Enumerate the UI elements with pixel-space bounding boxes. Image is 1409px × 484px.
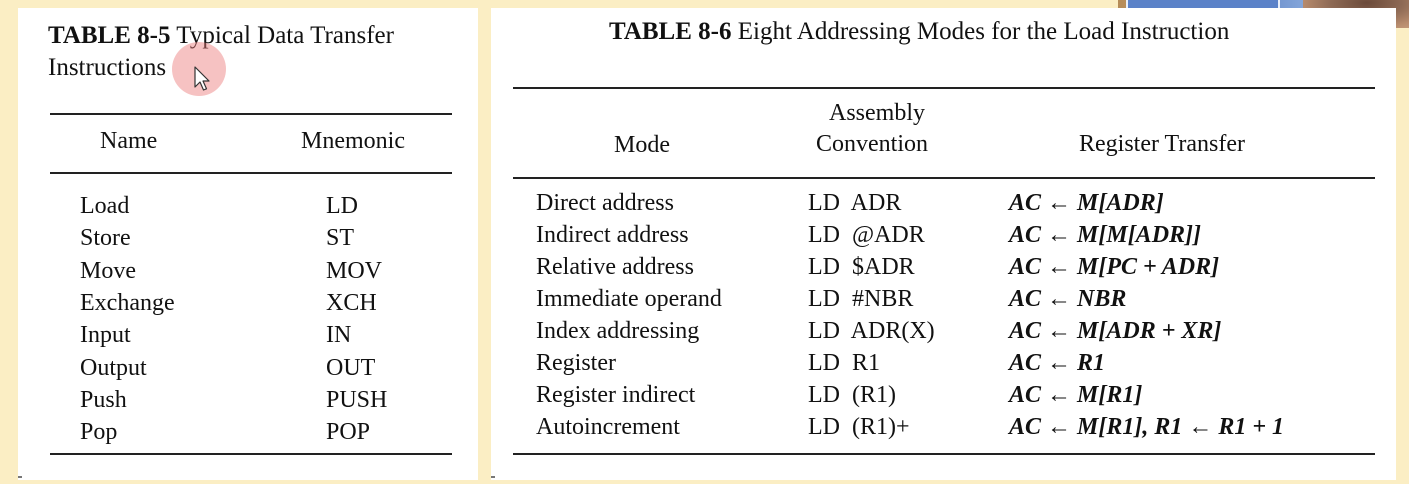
top-rule xyxy=(50,113,452,115)
row-mode: Register indirect xyxy=(536,382,696,408)
row-mode: Indirect address xyxy=(536,222,689,248)
row-mnemonic: MOV xyxy=(326,257,383,284)
table-8-6-label: TABLE 8-6 xyxy=(609,18,732,45)
row-name: Load xyxy=(80,193,130,219)
row-assembly: LD R1 xyxy=(808,350,880,376)
row-name: Exchange xyxy=(80,289,175,316)
header-mode: Mode xyxy=(614,132,670,158)
row-register-transfer: AC ← M[PC + ADR] xyxy=(1009,254,1220,280)
row-mnemonic: XCH xyxy=(326,289,377,316)
header-assembly-line1: Assembly xyxy=(829,100,925,126)
row-mode: Immediate operand xyxy=(536,286,722,312)
table-8-6-panel: TABLE 8-6 Eight Addressing Modes for the… xyxy=(491,8,1396,480)
row-name: Store xyxy=(80,225,131,252)
row-assembly: LD $ADR xyxy=(808,254,915,280)
row-assembly: LD ADR(X) xyxy=(808,318,935,344)
row-register-transfer: AC ← NBR xyxy=(1009,286,1127,312)
table-8-5-label: TABLE 8-5 xyxy=(48,22,171,49)
row-register-transfer: AC ← M[M[ADR]] xyxy=(1009,222,1202,248)
row-assembly: LD @ADR xyxy=(808,222,925,248)
row-register-transfer: AC ← M[ADR] xyxy=(1009,190,1164,216)
row-name: Move xyxy=(80,257,136,284)
table-8-5-title: Typical Data Transfer xyxy=(176,22,394,49)
row-mode: Autoincrement xyxy=(536,414,680,440)
bottom-rule xyxy=(50,453,452,455)
row-mnemonic: POP xyxy=(326,419,371,446)
tick-mark xyxy=(491,476,495,478)
row-register-transfer: AC ← M[R1] xyxy=(1009,382,1143,408)
table-8-5-panel: TABLE 8-5 Typical Data Transfer Instruct… xyxy=(18,8,478,480)
top-rule xyxy=(513,87,1375,89)
table-8-6-caption: TABLE 8-6 Eight Addressing Modes for the… xyxy=(609,16,1229,48)
row-assembly: LD ADR xyxy=(808,190,902,216)
row-mode: Index addressing xyxy=(536,318,700,344)
header-rule xyxy=(50,172,452,174)
header-name: Name xyxy=(100,128,158,154)
row-name: Output xyxy=(80,354,147,381)
tick-mark xyxy=(18,476,22,478)
row-assembly: LD (R1) xyxy=(808,382,896,408)
table-8-5-caption-line1: TABLE 8-5 Typical Data Transfer xyxy=(48,20,394,52)
row-register-transfer: AC ← M[ADR + XR] xyxy=(1009,318,1222,344)
table-8-6-title: Eight Addressing Modes for the Load Inst… xyxy=(737,18,1230,45)
bottom-rule xyxy=(513,453,1375,455)
row-mnemonic: OUT xyxy=(326,354,376,381)
row-mnemonic: IN xyxy=(326,322,352,349)
header-rule xyxy=(513,177,1375,179)
row-mnemonic: LD xyxy=(326,193,358,219)
row-register-transfer: AC ← M[R1], R1 ← R1 + 1 xyxy=(1009,414,1285,440)
row-mnemonic: ST xyxy=(326,225,355,252)
row-name: Push xyxy=(80,386,127,413)
row-register-transfer: AC ← R1 xyxy=(1009,350,1106,376)
row-assembly: LD (R1)+ xyxy=(808,414,910,440)
row-mode: Direct address xyxy=(536,190,674,216)
row-mode: Relative address xyxy=(536,254,694,280)
mouse-pointer-icon xyxy=(194,66,210,91)
row-assembly: LD #NBR xyxy=(808,286,914,312)
header-register-transfer: Register Transfer xyxy=(1079,131,1245,157)
header-mnemonic: Mnemonic xyxy=(301,128,405,154)
header-assembly-line2: Convention xyxy=(816,131,928,157)
cursor-highlight xyxy=(172,42,226,96)
table-8-5-caption-line2: Instructions xyxy=(48,54,167,81)
row-mnemonic: PUSH xyxy=(326,386,388,413)
row-name: Input xyxy=(80,322,131,349)
row-mode: Register xyxy=(536,350,616,376)
row-name: Pop xyxy=(80,419,118,446)
